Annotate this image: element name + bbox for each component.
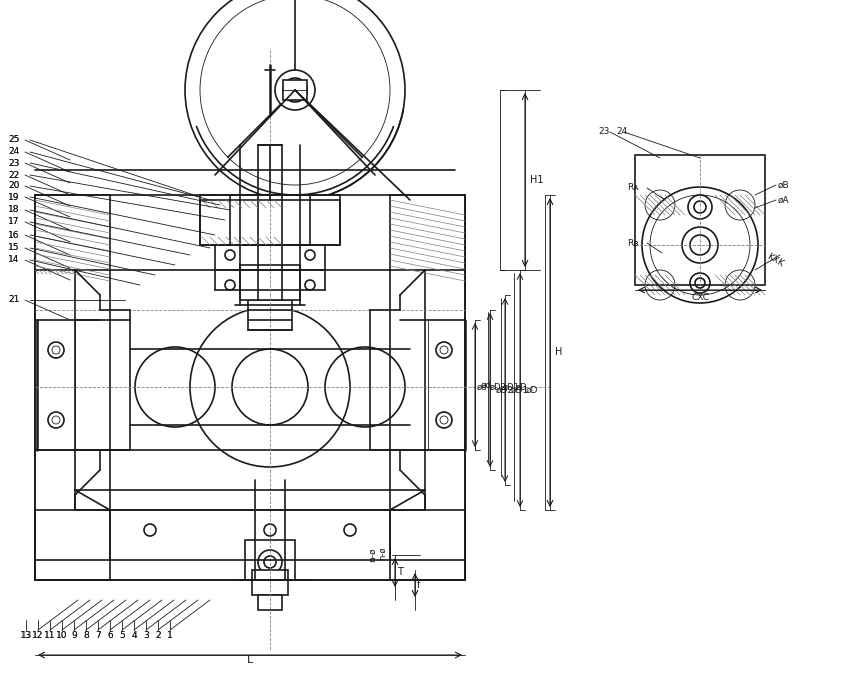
Text: øA: øA	[778, 196, 790, 205]
Bar	[200, 195, 340, 245]
Text: 5: 5	[119, 630, 125, 640]
Text: 11: 11	[44, 630, 56, 640]
Text: 1: 1	[167, 630, 173, 640]
Text: 23: 23	[8, 159, 19, 168]
Text: 10: 10	[56, 630, 67, 640]
Text: Rᴃ: Rᴃ	[627, 238, 638, 247]
Bar	[258, 595, 282, 610]
Text: 21: 21	[8, 296, 19, 305]
Text: T: T	[397, 567, 403, 577]
Text: øD1: øD1	[511, 386, 529, 394]
Text: 2: 2	[156, 630, 161, 640]
Text: n-ø: n-ø	[378, 546, 387, 560]
Text: 20: 20	[8, 182, 19, 191]
Text: H1: H1	[530, 175, 543, 185]
Text: 13: 13	[20, 630, 32, 640]
Text: øD: øD	[516, 382, 528, 391]
Text: 13: 13	[22, 630, 33, 640]
Text: CXC: CXC	[691, 294, 709, 303]
Text: 25: 25	[8, 136, 19, 145]
Text: 24: 24	[8, 147, 19, 157]
Text: L: L	[247, 655, 253, 665]
Text: 5: 5	[119, 630, 125, 640]
Text: 15: 15	[8, 243, 20, 252]
Bar	[230, 195, 310, 245]
Text: 16: 16	[8, 231, 20, 240]
Text: 12: 12	[32, 630, 44, 640]
Text: 1: 1	[167, 630, 173, 640]
Text: 4: 4	[131, 630, 137, 640]
Text: 17: 17	[8, 217, 20, 226]
Text: 9: 9	[71, 630, 77, 640]
Text: 15: 15	[8, 243, 20, 252]
Bar	[248, 300, 292, 330]
Text: ød: ød	[481, 380, 492, 389]
Text: Rᴀ: Rᴀ	[627, 184, 638, 192]
Text: 7: 7	[95, 630, 101, 640]
Text: H: H	[555, 347, 562, 357]
Text: 23: 23	[8, 159, 19, 168]
Bar	[283, 80, 307, 100]
Text: 14: 14	[8, 256, 19, 264]
Text: 7: 7	[95, 630, 101, 640]
Bar	[240, 265, 300, 300]
Text: 6: 6	[107, 630, 113, 640]
Text: 21: 21	[8, 296, 19, 305]
Text: 23: 23	[598, 127, 609, 136]
Text: ød: ød	[477, 382, 487, 391]
Text: 12: 12	[32, 630, 44, 640]
Text: 25: 25	[8, 136, 19, 145]
Text: 22: 22	[8, 171, 19, 180]
Text: f: f	[417, 580, 421, 590]
Bar	[252, 570, 288, 595]
Text: 19: 19	[8, 192, 20, 201]
Text: 4: 4	[131, 630, 137, 640]
Text: 18: 18	[8, 206, 20, 215]
Text: øB: øB	[778, 180, 790, 189]
Text: 14: 14	[8, 256, 19, 264]
Text: 18: 18	[8, 206, 20, 215]
Text: 11: 11	[44, 630, 56, 640]
Text: 10: 10	[56, 630, 67, 640]
Text: 8: 8	[83, 630, 89, 640]
Text: 9: 9	[71, 630, 77, 640]
Text: øD: øD	[526, 386, 538, 394]
Text: 24: 24	[616, 127, 627, 136]
Text: 24: 24	[8, 147, 19, 157]
Text: 16: 16	[8, 231, 20, 240]
Text: 2: 2	[156, 630, 161, 640]
Text: øD2: øD2	[490, 382, 507, 391]
Text: 22: 22	[8, 171, 19, 180]
Bar	[635, 155, 765, 285]
Text: n-ø: n-ø	[367, 548, 377, 562]
Text: KXK: KXK	[765, 252, 785, 268]
Text: 19: 19	[8, 192, 20, 201]
Text: 20: 20	[8, 182, 19, 191]
Text: 3: 3	[143, 630, 149, 640]
Text: 17: 17	[8, 217, 20, 226]
Text: 3: 3	[143, 630, 149, 640]
Bar	[245, 540, 295, 580]
Text: øD2: øD2	[496, 386, 514, 394]
Text: øD1: øD1	[503, 382, 520, 391]
Text: 8: 8	[83, 630, 89, 640]
Text: 6: 6	[107, 630, 113, 640]
